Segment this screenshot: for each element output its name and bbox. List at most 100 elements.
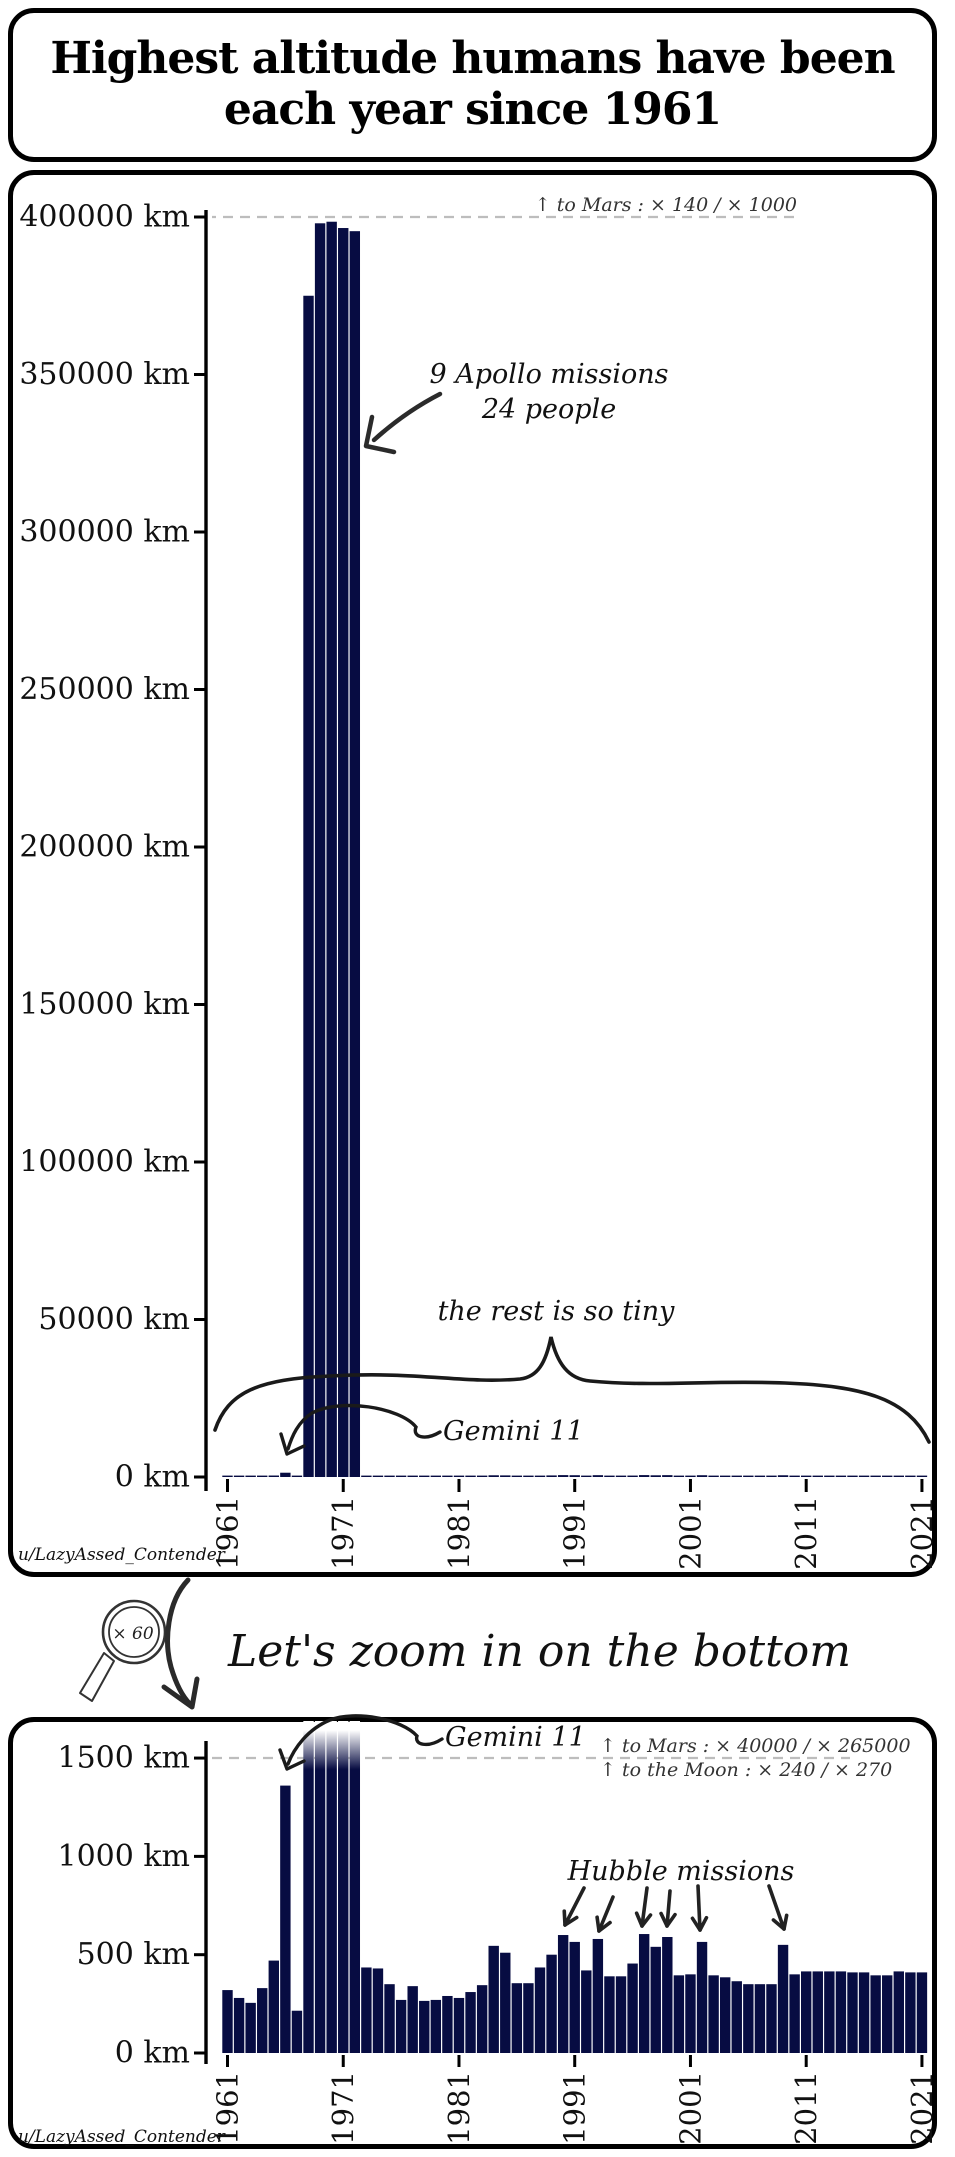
bar-top-1983 (476, 1475, 488, 1477)
bar-zoom-1974 (372, 1968, 384, 2053)
bar-top-2008 (766, 1475, 777, 1477)
bar-zoom-1966 (280, 1785, 291, 2053)
magnifier-icon-inner (108, 1606, 160, 1658)
bar-top-1965 (268, 1475, 279, 1477)
bar-top-1964 (257, 1475, 268, 1477)
xlabel-top-1991: 1991 (558, 1496, 592, 1570)
hubble-arrowhead-1997 (634, 1911, 653, 1928)
bar-top-1969 (314, 223, 326, 1477)
bar-top-1987 (523, 1475, 534, 1477)
bar-top-1968 (303, 295, 314, 1477)
hubble-arrow-2002 (696, 1884, 702, 1932)
ylabel-300000km: 300000 km (19, 515, 190, 550)
bar-top-1962 (233, 1475, 245, 1477)
bar-top-2014 (835, 1475, 847, 1477)
bar-zoom-1985 (500, 1952, 511, 2053)
full-scale-chart-panel (8, 170, 937, 1577)
bar-zoom-1991 (569, 1941, 580, 2053)
bar-top-1973 (361, 1475, 372, 1477)
bar-zoom-2020 (905, 1972, 916, 2053)
top-bars (222, 221, 928, 1478)
bar-zoom-1986 (511, 1983, 523, 2053)
bar-top-1997 (638, 1475, 650, 1477)
bottom-y-ticks (194, 1756, 206, 2055)
top-x-labels: 1961 1971 1981 1991 2001 2011 2021 (211, 1496, 939, 1570)
xlabel-top-2021: 2021 (905, 1496, 939, 1570)
bar-top-1994 (604, 1475, 615, 1477)
bottom-x-ticks (226, 2055, 924, 2067)
hubble-arrow-1993 (597, 1895, 615, 1933)
ylabel-200000km: 200000 km (19, 830, 190, 865)
bar-top-2010 (789, 1475, 800, 1477)
bar-zoom-1982 (465, 1992, 476, 2053)
bar-top-1984 (488, 1475, 499, 1477)
gemini-arrow-bottom (286, 1714, 444, 1766)
bar-zoom-2012 (812, 1971, 823, 2053)
bar-top-2020 (905, 1475, 916, 1477)
bar-top-2006 (743, 1475, 754, 1477)
bar-zoom-2010 (789, 1974, 800, 2053)
bar-zoom-2006 (743, 1984, 754, 2053)
bar-zoom-1961 (222, 1990, 233, 2053)
xlabel-top-1981: 1981 (442, 1496, 476, 1570)
watermark-bottom: u/LazyAssed_Contender (18, 2127, 226, 2147)
bar-zoom-1968 (303, 1721, 314, 2053)
bar-zoom-1994 (604, 1976, 615, 2053)
ylabel-350000km: 350000 km (19, 357, 190, 392)
bar-top-1989 (546, 1475, 557, 1477)
bar-top-1970 (326, 221, 337, 1478)
bar-zoom-1998 (650, 1946, 661, 2053)
bar-zoom-1999 (662, 1936, 673, 2053)
xlabel-top-2001: 2001 (673, 1496, 707, 1570)
xlabel-b-1991: 1991 (558, 2071, 592, 2145)
bar-zoom-1976 (395, 1999, 407, 2053)
bar-top-1966 (280, 1472, 291, 1477)
ylabel-250000km: 250000 km (19, 672, 190, 707)
bar-top-2001 (685, 1475, 696, 1477)
zoomed-chart-panel (8, 1717, 937, 2149)
mars-scale-note-top: ↑ to Mars : × 140 / × 1000 (535, 194, 797, 216)
bar-zoom-2005 (731, 1981, 742, 2053)
bar-zoom-2019 (893, 1971, 904, 2053)
hubble-arrowhead-1990 (562, 1909, 579, 1927)
bar-zoom-2021 (916, 1972, 928, 2053)
moon-scale-note: ↑ to the Moon : × 240 / × 270 (600, 1759, 892, 1781)
xlabel-b-1961: 1961 (211, 2071, 245, 2145)
bar-top-2005 (731, 1475, 742, 1477)
bar-zoom-2001 (685, 1974, 696, 2053)
bar-zoom-1964 (257, 1988, 268, 2053)
page-title-line2: each year since 1961 (223, 84, 722, 135)
bar-top-1996 (627, 1475, 638, 1477)
bottom-y-labels: 0 km 500 km 1000 km 1500 km (57, 1741, 190, 2071)
bottom-bars (222, 1721, 928, 2053)
xlabel-b-2011: 2011 (789, 2071, 823, 2145)
bar-zoom-1977 (407, 1986, 418, 2053)
top-y-ticks (194, 215, 206, 1479)
full-scale-chart: 0 km 50000 km 100000 km 150000 km 200000 km 2… (18, 194, 939, 1570)
bar-top-1980 (442, 1475, 453, 1477)
bar-top-1988 (534, 1475, 546, 1477)
bar-zoom-1969 (314, 1721, 326, 2053)
bar-top-2012 (812, 1475, 823, 1477)
bar-zoom-2008 (766, 1984, 777, 2053)
bar-zoom-2009 (777, 1944, 789, 2053)
bar-top-2000 (673, 1475, 685, 1477)
top-x-ticks (226, 1479, 924, 1492)
hubble-arrow-1997 (640, 1886, 649, 1928)
bar-zoom-2003 (708, 1975, 719, 2053)
xlabel-top-1961: 1961 (211, 1496, 245, 1570)
bar-zoom-1970 (326, 1721, 337, 2053)
bar-top-2004 (719, 1475, 731, 1477)
hubble-note: Hubble missions (567, 1856, 795, 1887)
hubble-arrow-1999 (665, 1889, 672, 1928)
bar-zoom-1996 (627, 1963, 638, 2053)
apollo-note-line1: 9 Apollo missions (430, 359, 669, 390)
bar-top-1998 (650, 1475, 661, 1477)
bar-top-2017 (870, 1475, 881, 1477)
tiny-note: the rest is so tiny (438, 1296, 676, 1327)
bar-zoom-1978 (419, 2000, 430, 2053)
gemini-arrow-top (286, 1403, 442, 1451)
hubble-arrowhead-1999 (659, 1911, 677, 1928)
transition-section: × 60 Let's zoom in on the bottom (79, 1577, 851, 1710)
